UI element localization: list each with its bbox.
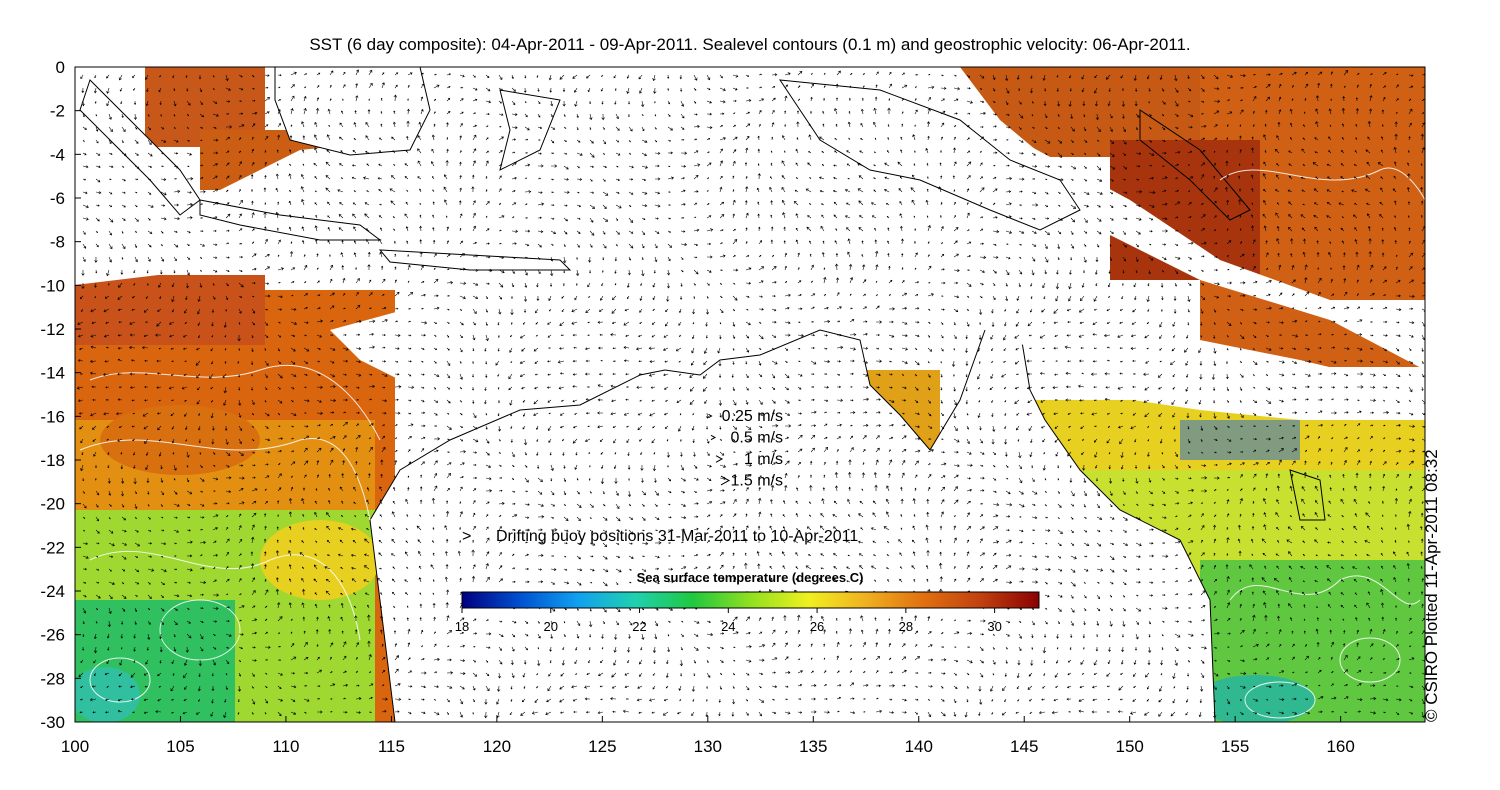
plot-frame [74, 66, 1426, 723]
no-data-region-2 [75, 190, 1425, 420]
sst-region-cool-spot [75, 667, 140, 722]
colorbar-ticks: 18 20 22 24 26 28 30 [455, 608, 1002, 634]
contour-line [89, 364, 381, 441]
sumatra-outline [79, 79, 201, 216]
y-axis: 0 -2 -4 -6 -8 -10 -12 -14 -16 -18 -20 -22 -24 -26 -28 -… [40, 58, 81, 732]
colorbar-tick-label: 18 [455, 619, 469, 634]
sulawesi-outline [499, 89, 561, 171]
x-tick-label: 160 [1326, 737, 1354, 756]
chart-title: SST (6 day composite): 04-Apr-2011 - 09-… [309, 35, 1191, 54]
contour-line [1244, 681, 1316, 719]
y-tick-label: 0 [56, 58, 65, 77]
contour-line [89, 657, 151, 703]
contour-line [79, 438, 371, 521]
solomon-islands-outline [1139, 109, 1251, 221]
y-tick-label: -6 [50, 189, 65, 208]
buoy-legend: > Drifting buoy positions 31-Mar-2011 to… [462, 528, 858, 545]
velocity-scale-label: 0.25 m/s [722, 408, 783, 425]
colorbar-tick-label: 30 [987, 619, 1001, 634]
new-caledonia-outline [1289, 469, 1326, 521]
y-tick-label: -2 [50, 102, 65, 121]
buoy-symbol-icon: > [462, 528, 471, 545]
x-tick-label: 115 [378, 737, 405, 756]
velocity-scale-arrow-icon [710, 434, 717, 441]
y-tick-label: -12 [40, 320, 65, 339]
x-tick-label: 150 [1116, 737, 1144, 756]
colorbar-tick-label: 24 [721, 619, 735, 634]
sst-region-yellow [260, 520, 380, 600]
map-field [75, 67, 1425, 722]
buoy-legend-label: Drifting buoy positions 31-Mar-2011 to 1… [496, 528, 858, 545]
y-tick-label: -20 [40, 495, 65, 514]
velocity-scale-label: 0.5 m/s [731, 430, 783, 447]
sst-region-warm-patch [100, 405, 260, 475]
x-tick-label: 100 [61, 737, 89, 756]
australia-landmass [369, 288, 1216, 722]
colorbar-tick-label: 20 [544, 619, 558, 634]
colorbar-title: Sea surface temperature (degrees C) [637, 570, 864, 585]
y-tick-label: -22 [40, 538, 65, 557]
y-tick-label: -14 [40, 364, 65, 383]
y-tick-label: -26 [40, 626, 65, 645]
y-tick-label: -16 [40, 407, 65, 426]
sst-region-band [75, 275, 265, 345]
contour-line [89, 550, 361, 641]
velocity-arrow-set [76, 69, 1425, 719]
colorbar-tick-label: 22 [632, 619, 646, 634]
y-tick-label: -8 [50, 233, 65, 252]
new-guinea-outline [778, 79, 1081, 231]
x-tick-label: 120 [483, 737, 511, 756]
plot-credit: © CSIRO Plotted 11-Apr-2011 08:32 [1422, 449, 1441, 722]
velocity-scale-label: 1 m/s [744, 451, 783, 468]
x-tick-label: 145 [1010, 737, 1038, 756]
y-tick-label: -18 [40, 451, 65, 470]
x-axis: 100 105 110 115 120 125 130 135 140 145 150 155 160 [61, 716, 1355, 756]
no-data-patch [330, 300, 520, 390]
y-tick-label: -28 [40, 669, 65, 688]
colorbar-gradient [461, 591, 1040, 609]
velocity-scale-arrow-icon [708, 413, 713, 419]
contour-line [1219, 167, 1425, 201]
x-tick-label: 105 [166, 737, 194, 756]
colorbar: Sea surface temperature (degrees C) 18 20… [455, 570, 1040, 634]
x-tick-label: 125 [588, 737, 616, 756]
x-tick-label: 130 [694, 737, 722, 756]
velocity-legend: 0.25 m/s 0.5 m/s 1 m/s 1.5 m/s [708, 408, 783, 490]
sst-region-blue-streak [1180, 420, 1300, 460]
x-tick-label: 135 [799, 737, 827, 756]
velocity-arrows [76, 69, 1425, 719]
velocity-scale-arrow-icon [720, 475, 731, 486]
y-tick-label: -4 [50, 145, 65, 164]
velocity-scale-label: 1.5 m/s [731, 473, 783, 490]
y-tick-label: -10 [40, 276, 65, 295]
colorbar-tick-label: 26 [810, 619, 824, 634]
borneo-outline [274, 67, 431, 156]
x-tick-label: 155 [1221, 737, 1249, 756]
y-tick-label: -30 [40, 713, 65, 732]
java-outline [199, 199, 382, 241]
sst-region-tasman-cool [1195, 675, 1315, 722]
x-tick-label: 110 [272, 737, 299, 756]
velocity-scale-arrow-icon [715, 455, 724, 463]
x-tick-label: 140 [905, 737, 933, 756]
contour-line [1229, 575, 1421, 605]
lesser-sunda-outline [378, 249, 572, 271]
contour-line [1339, 637, 1401, 683]
y-tick-label: -24 [40, 582, 65, 601]
colorbar-tick-label: 28 [899, 619, 913, 634]
